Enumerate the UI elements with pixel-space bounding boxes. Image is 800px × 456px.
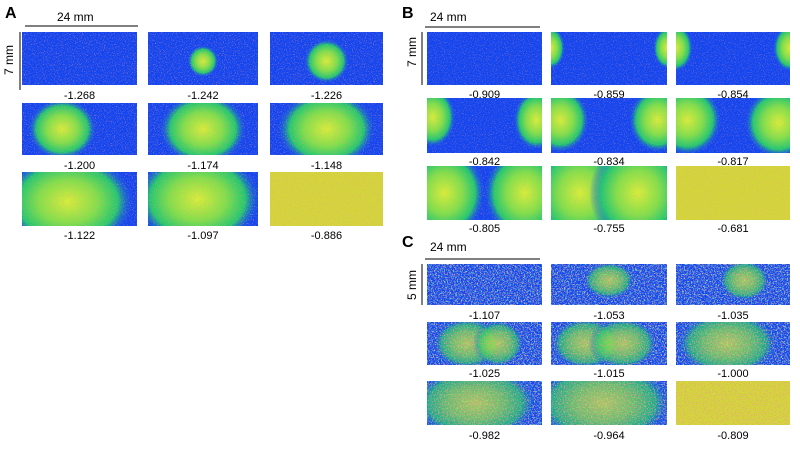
image-speckle	[22, 172, 137, 226]
width-scale-label: 24 mm	[57, 10, 94, 24]
image-speckle	[427, 264, 542, 305]
heatmap-image	[551, 264, 667, 305]
image-value-label: -0.982	[469, 430, 500, 442]
image-value-label: -0.681	[717, 223, 748, 235]
image-speckle	[551, 32, 667, 85]
image-value-label: -0.834	[593, 156, 624, 168]
heatmap-image	[551, 32, 667, 85]
image-speckle	[551, 381, 667, 425]
height-scale-label: 5 mm	[405, 270, 419, 300]
heatmap-image	[676, 32, 790, 85]
image-speckle	[551, 166, 667, 220]
image-value-label: -1.242	[187, 90, 218, 102]
width-scale-label: 24 mm	[430, 10, 467, 24]
panel-letter: B	[402, 5, 414, 22]
heatmap-image	[676, 381, 790, 425]
image-value-label: -0.859	[593, 89, 624, 101]
image-value-label: -1.148	[311, 160, 342, 172]
image-value-label: -1.053	[593, 310, 624, 322]
image-value-label: -1.268	[64, 90, 95, 102]
image-speckle	[148, 172, 258, 226]
heatmap-image	[427, 98, 542, 153]
heatmap-image	[676, 264, 790, 305]
image-speckle	[551, 322, 667, 365]
heatmap-image	[551, 98, 667, 153]
heatmap-image	[427, 166, 542, 220]
image-value-label: -0.842	[469, 156, 500, 168]
heatmap-image	[427, 322, 542, 365]
heatmap-image	[551, 381, 667, 425]
image-speckle	[427, 381, 542, 425]
image-value-label: -0.964	[593, 430, 624, 442]
image-value-label: -0.854	[717, 89, 748, 101]
image-speckle	[148, 103, 258, 155]
image-value-label: -0.886	[311, 230, 342, 242]
image-value-label: -1.025	[469, 368, 500, 380]
image-speckle	[676, 322, 790, 365]
panel-letter: C	[402, 234, 414, 251]
image-speckle	[427, 322, 542, 365]
heatmap-image	[676, 322, 790, 365]
image-speckle	[676, 32, 790, 85]
image-speckle	[270, 103, 383, 155]
image-speckle	[551, 264, 667, 305]
heatmap-image	[270, 103, 383, 155]
heatmap-image	[22, 103, 137, 155]
height-scale-label: 7 mm	[405, 37, 419, 67]
image-value-label: -0.817	[717, 156, 748, 168]
image-speckle	[427, 166, 542, 220]
image-value-label: -1.015	[593, 368, 624, 380]
image-speckle	[427, 98, 542, 153]
image-value-label: -1.200	[64, 160, 95, 172]
image-speckle	[676, 166, 790, 220]
heatmap-image	[427, 381, 542, 425]
image-speckle	[148, 32, 258, 85]
heatmap-image	[148, 103, 258, 155]
image-value-label: -1.174	[187, 160, 218, 172]
image-value-label: -0.805	[469, 223, 500, 235]
heatmap-image	[676, 98, 790, 153]
image-value-label: -1.097	[187, 230, 218, 242]
image-value-label: -1.035	[717, 310, 748, 322]
image-speckle	[676, 98, 790, 153]
width-scale-label: 24 mm	[430, 240, 467, 254]
heatmap-image	[22, 32, 137, 85]
image-speckle	[22, 32, 137, 85]
heatmap-image	[676, 166, 790, 220]
image-value-label: -1.000	[717, 368, 748, 380]
image-speckle	[676, 264, 790, 305]
image-speckle	[270, 172, 383, 226]
image-value-label: -1.107	[469, 310, 500, 322]
image-speckle	[551, 98, 667, 153]
image-speckle	[676, 381, 790, 425]
heatmap-image	[270, 32, 383, 85]
heatmap-image	[427, 264, 542, 305]
heatmap-image	[270, 172, 383, 226]
image-speckle	[22, 103, 137, 155]
image-value-label: -0.755	[593, 223, 624, 235]
heatmap-image	[551, 322, 667, 365]
heatmap-image	[427, 32, 542, 85]
panel-letter: A	[5, 5, 17, 22]
heatmap-image	[148, 32, 258, 85]
image-speckle	[427, 32, 542, 85]
image-value-label: -1.226	[311, 90, 342, 102]
height-scale-label: 7 mm	[2, 45, 16, 75]
heatmap-image	[551, 166, 667, 220]
image-speckle	[270, 32, 383, 85]
heatmap-image	[148, 172, 258, 226]
image-value-label: -0.909	[469, 89, 500, 101]
image-value-label: -1.122	[64, 230, 95, 242]
image-value-label: -0.809	[717, 430, 748, 442]
heatmap-image	[22, 172, 137, 226]
